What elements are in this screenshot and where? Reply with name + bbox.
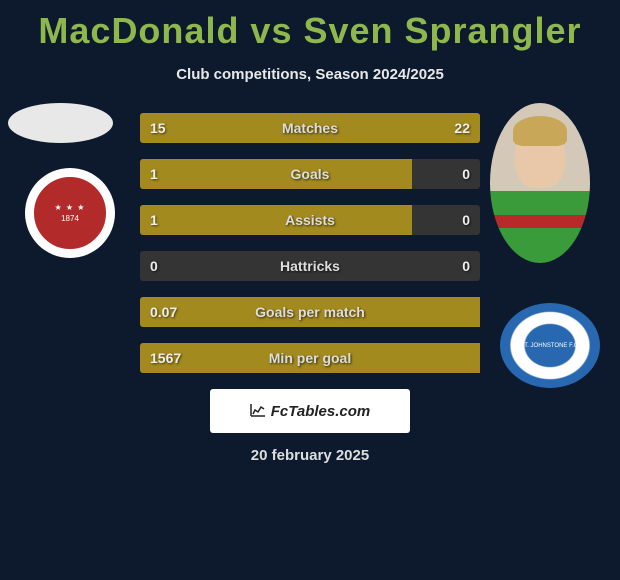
stat-value-left: 0.07 xyxy=(150,304,177,320)
stat-value-left: 0 xyxy=(150,258,158,274)
star-icon: ★ ★ ★ xyxy=(55,203,86,212)
stat-value-right: 22 xyxy=(454,120,470,136)
stat-value-left: 1 xyxy=(150,166,158,182)
footer-date: 20 february 2025 xyxy=(0,447,620,464)
stat-bars: 15 22 Matches 1 0 Goals 1 0 Assists 0 0 Hattricks 0.… xyxy=(140,113,480,373)
badge-left-year: 1874 xyxy=(61,214,79,223)
club-badge-right: ST. JOHNSTONE F.C. xyxy=(500,303,600,388)
stat-row: 0.07 Goals per match xyxy=(140,297,480,327)
bar-fill-left xyxy=(140,159,412,189)
brand-name: FcTables.com xyxy=(271,403,370,420)
stat-value-left: 15 xyxy=(150,120,166,136)
chart-icon xyxy=(250,403,266,420)
page-title: MacDonald vs Sven Sprangler xyxy=(0,0,620,52)
stat-label: Assists xyxy=(285,212,335,228)
stat-row: 1567 Min per goal xyxy=(140,343,480,373)
bar-fill-left xyxy=(140,205,412,235)
stat-row: 15 22 Matches xyxy=(140,113,480,143)
stat-value-right: 0 xyxy=(462,212,470,228)
stat-value-left: 1567 xyxy=(150,350,181,366)
stat-label: Goals per match xyxy=(255,304,365,320)
stat-row: 1 0 Goals xyxy=(140,159,480,189)
player-left-photo xyxy=(8,103,113,143)
stat-row: 1 0 Assists xyxy=(140,205,480,235)
club-badge-left: ★ ★ ★ 1874 xyxy=(25,168,115,258)
stat-value-left: 1 xyxy=(150,212,158,228)
badge-right-text: ST. JOHNSTONE F.C. xyxy=(520,343,580,349)
player-right-photo xyxy=(490,103,590,263)
stat-value-right: 0 xyxy=(462,258,470,274)
stat-row: 0 0 Hattricks xyxy=(140,251,480,281)
subtitle: Club competitions, Season 2024/2025 xyxy=(0,66,620,83)
stat-label: Goals xyxy=(291,166,330,182)
stat-label: Min per goal xyxy=(269,350,351,366)
stat-label: Hattricks xyxy=(280,258,340,274)
stat-label: Matches xyxy=(282,120,338,136)
brand-badge[interactable]: FcTables.com xyxy=(210,389,410,433)
stat-value-right: 0 xyxy=(462,166,470,182)
comparison-content: ★ ★ ★ 1874 ST. JOHNSTONE F.C. 15 22 Matche… xyxy=(0,113,620,373)
